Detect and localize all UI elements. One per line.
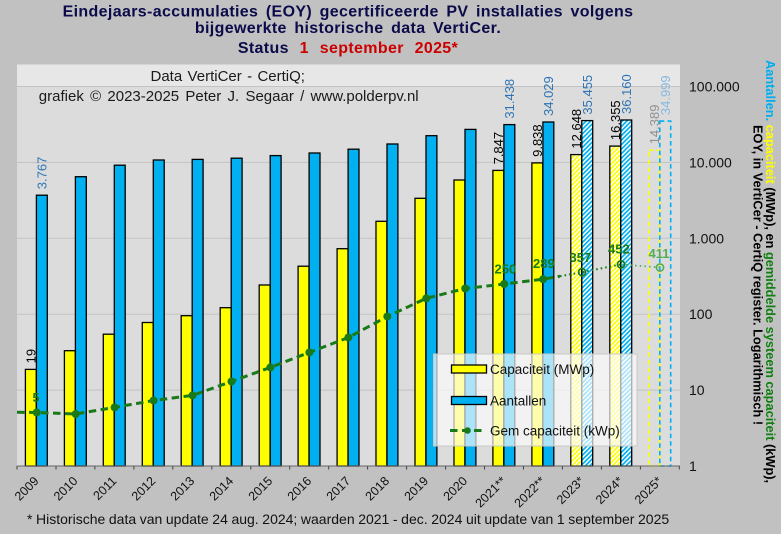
svg-text:1: 1 — [689, 458, 697, 474]
svg-text:35.455: 35.455 — [580, 75, 595, 115]
svg-text:34.029: 34.029 — [541, 76, 556, 116]
svg-text:289: 289 — [533, 256, 555, 271]
svg-text:grafiek © 2023-2025 Peter J.: grafiek © 2023-2025 Peter J. Segaar / ww… — [39, 88, 419, 105]
svg-text:1.000: 1.000 — [689, 230, 724, 246]
svg-text:12.648: 12.648 — [569, 109, 584, 149]
svg-text:100.000: 100.000 — [689, 79, 740, 95]
svg-text:452: 452 — [608, 242, 630, 257]
svg-text:Status 1 september 2025*: Status 1 september 2025* — [238, 40, 459, 57]
svg-text:16.355: 16.355 — [608, 100, 623, 140]
svg-text:14.389: 14.389 — [647, 105, 662, 145]
svg-text:Capaciteit (MWp): Capaciteit (MWp) — [490, 362, 594, 377]
svg-text:19: 19 — [24, 349, 39, 363]
svg-text:10.000: 10.000 — [689, 154, 732, 170]
svg-text:31.438: 31.438 — [502, 79, 517, 119]
svg-text:Data VertiCer - CertiQ;: Data VertiCer - CertiQ; — [151, 68, 305, 85]
svg-text:* Historische data van update: * Historische data van update 24 aug. 20… — [27, 511, 669, 527]
svg-text:Aantallen: Aantallen — [490, 394, 546, 409]
svg-text:9.838: 9.838 — [530, 124, 545, 157]
svg-text:34.999: 34.999 — [658, 75, 673, 115]
svg-text:10: 10 — [689, 382, 705, 398]
svg-text:EOY, in VertiCer - CertiQ regi: EOY, in VertiCer - CertiQ register. Loga… — [751, 125, 766, 425]
svg-text:100: 100 — [689, 306, 713, 322]
svg-text:5: 5 — [33, 391, 40, 405]
svg-text:250: 250 — [495, 262, 517, 277]
svg-text:Gem capaciteit (kWp): Gem capaciteit (kWp) — [490, 424, 620, 439]
svg-text:7.847: 7.847 — [491, 132, 506, 165]
svg-text:411: 411 — [649, 246, 670, 261]
svg-text:36.160: 36.160 — [619, 74, 634, 114]
svg-text:3.767: 3.767 — [35, 157, 50, 190]
svg-text:Aantallen. capaciteit (MWp), e: Aantallen. capaciteit (MWp), en gemiddel… — [763, 60, 778, 483]
svg-text:bijgewerkte historische data V: bijgewerkte historische data VertiCer. — [195, 20, 501, 37]
svg-text:Eindejaars-accumulaties (EOY): Eindejaars-accumulaties (EOY) gecertific… — [63, 4, 634, 21]
svg-text:357: 357 — [570, 250, 592, 265]
